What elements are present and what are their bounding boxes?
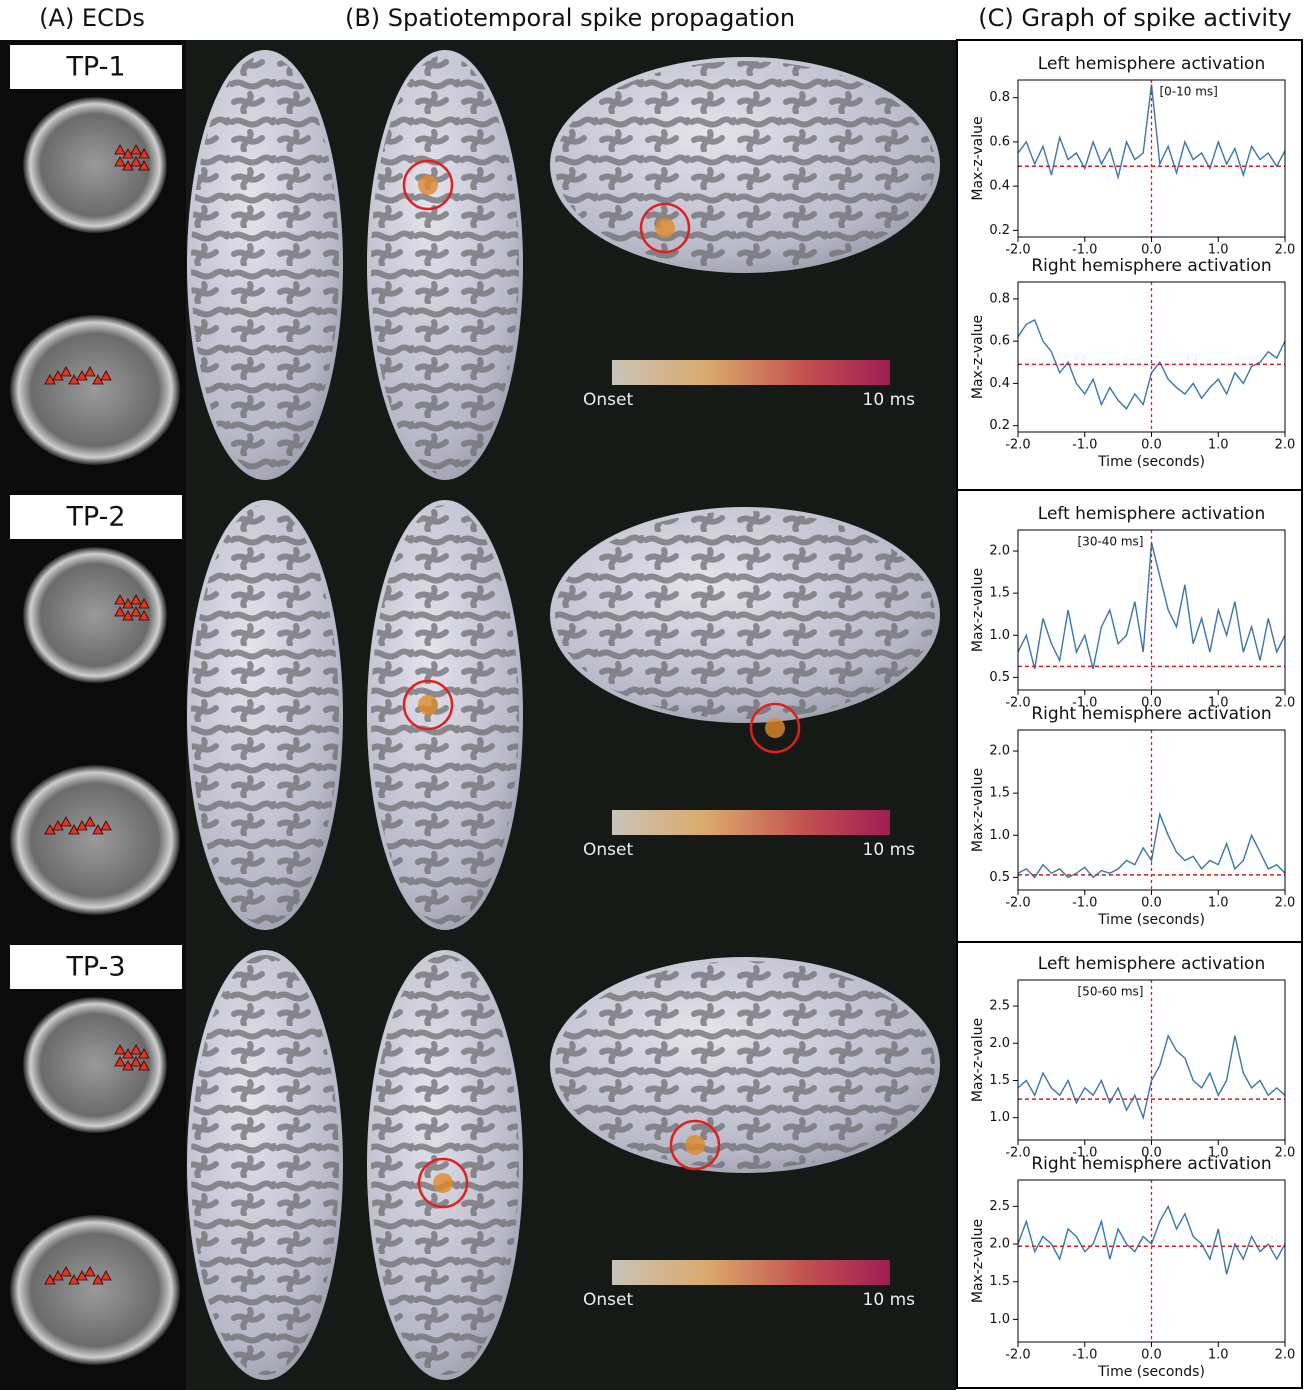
colorbar <box>612 810 890 835</box>
x-tick-label: -1.0 <box>1072 1348 1097 1363</box>
y-axis-label: Max-z-value <box>970 1219 986 1303</box>
y-axis-label: Max-z-value <box>970 116 986 200</box>
y-tick-label: 2.0 <box>989 744 1010 759</box>
figure: (A) ECDs (B) Spatiotemporal spike propag… <box>0 0 1309 1390</box>
x-tick-label: -2.0 <box>1005 438 1030 453</box>
brain-sulci <box>555 961 935 1169</box>
x-tick-label: -2.0 <box>1005 1146 1030 1161</box>
panel-a-background <box>0 40 186 1390</box>
brain-sulci <box>191 505 339 925</box>
x-tick-label: 1.0 <box>1208 438 1229 453</box>
y-tick-label: 0.4 <box>989 179 1010 194</box>
y-tick-label: 1.0 <box>989 828 1010 843</box>
y-tick-label: 0.4 <box>989 376 1010 391</box>
x-tick-label: 2.0 <box>1275 1348 1296 1363</box>
x-tick-label: 2.0 <box>1275 1146 1296 1161</box>
brain-sulci <box>191 955 339 1375</box>
y-tick-label: 2.0 <box>989 1036 1010 1051</box>
annotation: [30-40 ms] <box>1078 535 1144 549</box>
y-tick-label: 1.0 <box>989 1110 1010 1125</box>
brain-sulci <box>555 61 935 269</box>
mri-sagittal <box>10 1215 180 1365</box>
brain-sulci <box>555 511 935 719</box>
x-tick-label: 0.0 <box>1141 438 1162 453</box>
x-tick-label: 2.0 <box>1275 438 1296 453</box>
y-tick-label: 0.6 <box>989 334 1010 349</box>
x-tick-label: -2.0 <box>1005 243 1030 258</box>
y-tick-label: 0.2 <box>989 418 1010 433</box>
panel-title: (B) Spatiotemporal spike propagation <box>345 4 795 32</box>
colorbar-start: Onset <box>583 390 633 410</box>
y-axis-label: Max-z-value <box>970 568 986 652</box>
y-axis-label: Max-z-value <box>970 315 986 399</box>
x-tick-label: 2.0 <box>1275 896 1296 911</box>
y-tick-label: 1.0 <box>989 1312 1010 1327</box>
activation-spot <box>685 1135 705 1155</box>
chart-title: Left hemisphere activation <box>1038 504 1265 524</box>
x-tick-label: -2.0 <box>1005 696 1030 711</box>
colorbar <box>612 360 890 385</box>
y-tick-label: 1.5 <box>989 1274 1010 1289</box>
y-tick-label: 1.0 <box>989 628 1010 643</box>
activation-spot <box>418 175 438 195</box>
y-axis-label: Max-z-value <box>970 768 986 852</box>
x-tick-label: 1.0 <box>1208 896 1229 911</box>
y-tick-label: 0.6 <box>989 134 1010 149</box>
y-tick-label: 1.5 <box>989 586 1010 601</box>
y-tick-label: 0.5 <box>989 670 1010 685</box>
row-label: TP-3 <box>65 952 125 983</box>
mri-sagittal <box>10 315 180 465</box>
row-label: TP-1 <box>65 52 125 83</box>
activation-spot <box>765 718 785 738</box>
x-tick-label: -2.0 <box>1005 896 1030 911</box>
row-label: TP-2 <box>65 502 125 533</box>
x-tick-label: 2.0 <box>1275 243 1296 258</box>
colorbar-start: Onset <box>583 840 633 860</box>
y-tick-label: 0.8 <box>989 90 1010 105</box>
brain-sulci <box>191 55 339 475</box>
chart-title: Right hemisphere activation <box>1031 704 1271 724</box>
x-tick-label: -2.0 <box>1005 1348 1030 1363</box>
y-tick-label: 0.5 <box>989 870 1010 885</box>
panel-title: (C) Graph of spike activity <box>978 4 1291 32</box>
x-tick-label: -1.0 <box>1072 438 1097 453</box>
colorbar-end: 10 ms <box>863 840 916 860</box>
x-tick-label: 0.0 <box>1141 1348 1162 1363</box>
y-tick-label: 0.8 <box>989 291 1010 306</box>
brain-sulci <box>371 505 519 925</box>
x-axis-label: Time (seconds) <box>1097 912 1205 928</box>
panel-title: (A) ECDs <box>39 4 145 32</box>
y-axis-label: Max-z-value <box>970 1018 986 1102</box>
y-tick-label: 2.0 <box>989 1237 1010 1252</box>
brain-sulci <box>371 55 519 475</box>
x-axis-label: Time (seconds) <box>1097 454 1205 470</box>
chart-title: Left hemisphere activation <box>1038 54 1265 74</box>
chart-title: Left hemisphere activation <box>1038 954 1265 974</box>
y-tick-label: 2.5 <box>989 1199 1010 1214</box>
x-tick-label: 2.0 <box>1275 696 1296 711</box>
brain-sulci <box>371 955 519 1375</box>
annotation: [0-10 ms] <box>1160 85 1218 99</box>
x-tick-label: 1.0 <box>1208 1348 1229 1363</box>
y-tick-label: 1.5 <box>989 786 1010 801</box>
chart-title: Right hemisphere activation <box>1031 256 1271 276</box>
x-tick-label: -1.0 <box>1072 896 1097 911</box>
chart-title: Right hemisphere activation <box>1031 1154 1271 1174</box>
activation-spot <box>418 695 438 715</box>
colorbar <box>612 1260 890 1285</box>
y-tick-label: 2.0 <box>989 544 1010 559</box>
activation-spot <box>433 1173 453 1193</box>
x-tick-label: 0.0 <box>1141 896 1162 911</box>
colorbar-start: Onset <box>583 1290 633 1310</box>
annotation: [50-60 ms] <box>1078 985 1144 999</box>
colorbar-end: 10 ms <box>863 1290 916 1310</box>
y-tick-label: 2.5 <box>989 999 1010 1014</box>
y-tick-label: 0.2 <box>989 223 1010 238</box>
colorbar-end: 10 ms <box>863 390 916 410</box>
x-axis-label: Time (seconds) <box>1097 1364 1205 1380</box>
mri-sagittal <box>10 765 180 915</box>
y-tick-label: 1.5 <box>989 1073 1010 1088</box>
activation-spot <box>655 218 675 238</box>
